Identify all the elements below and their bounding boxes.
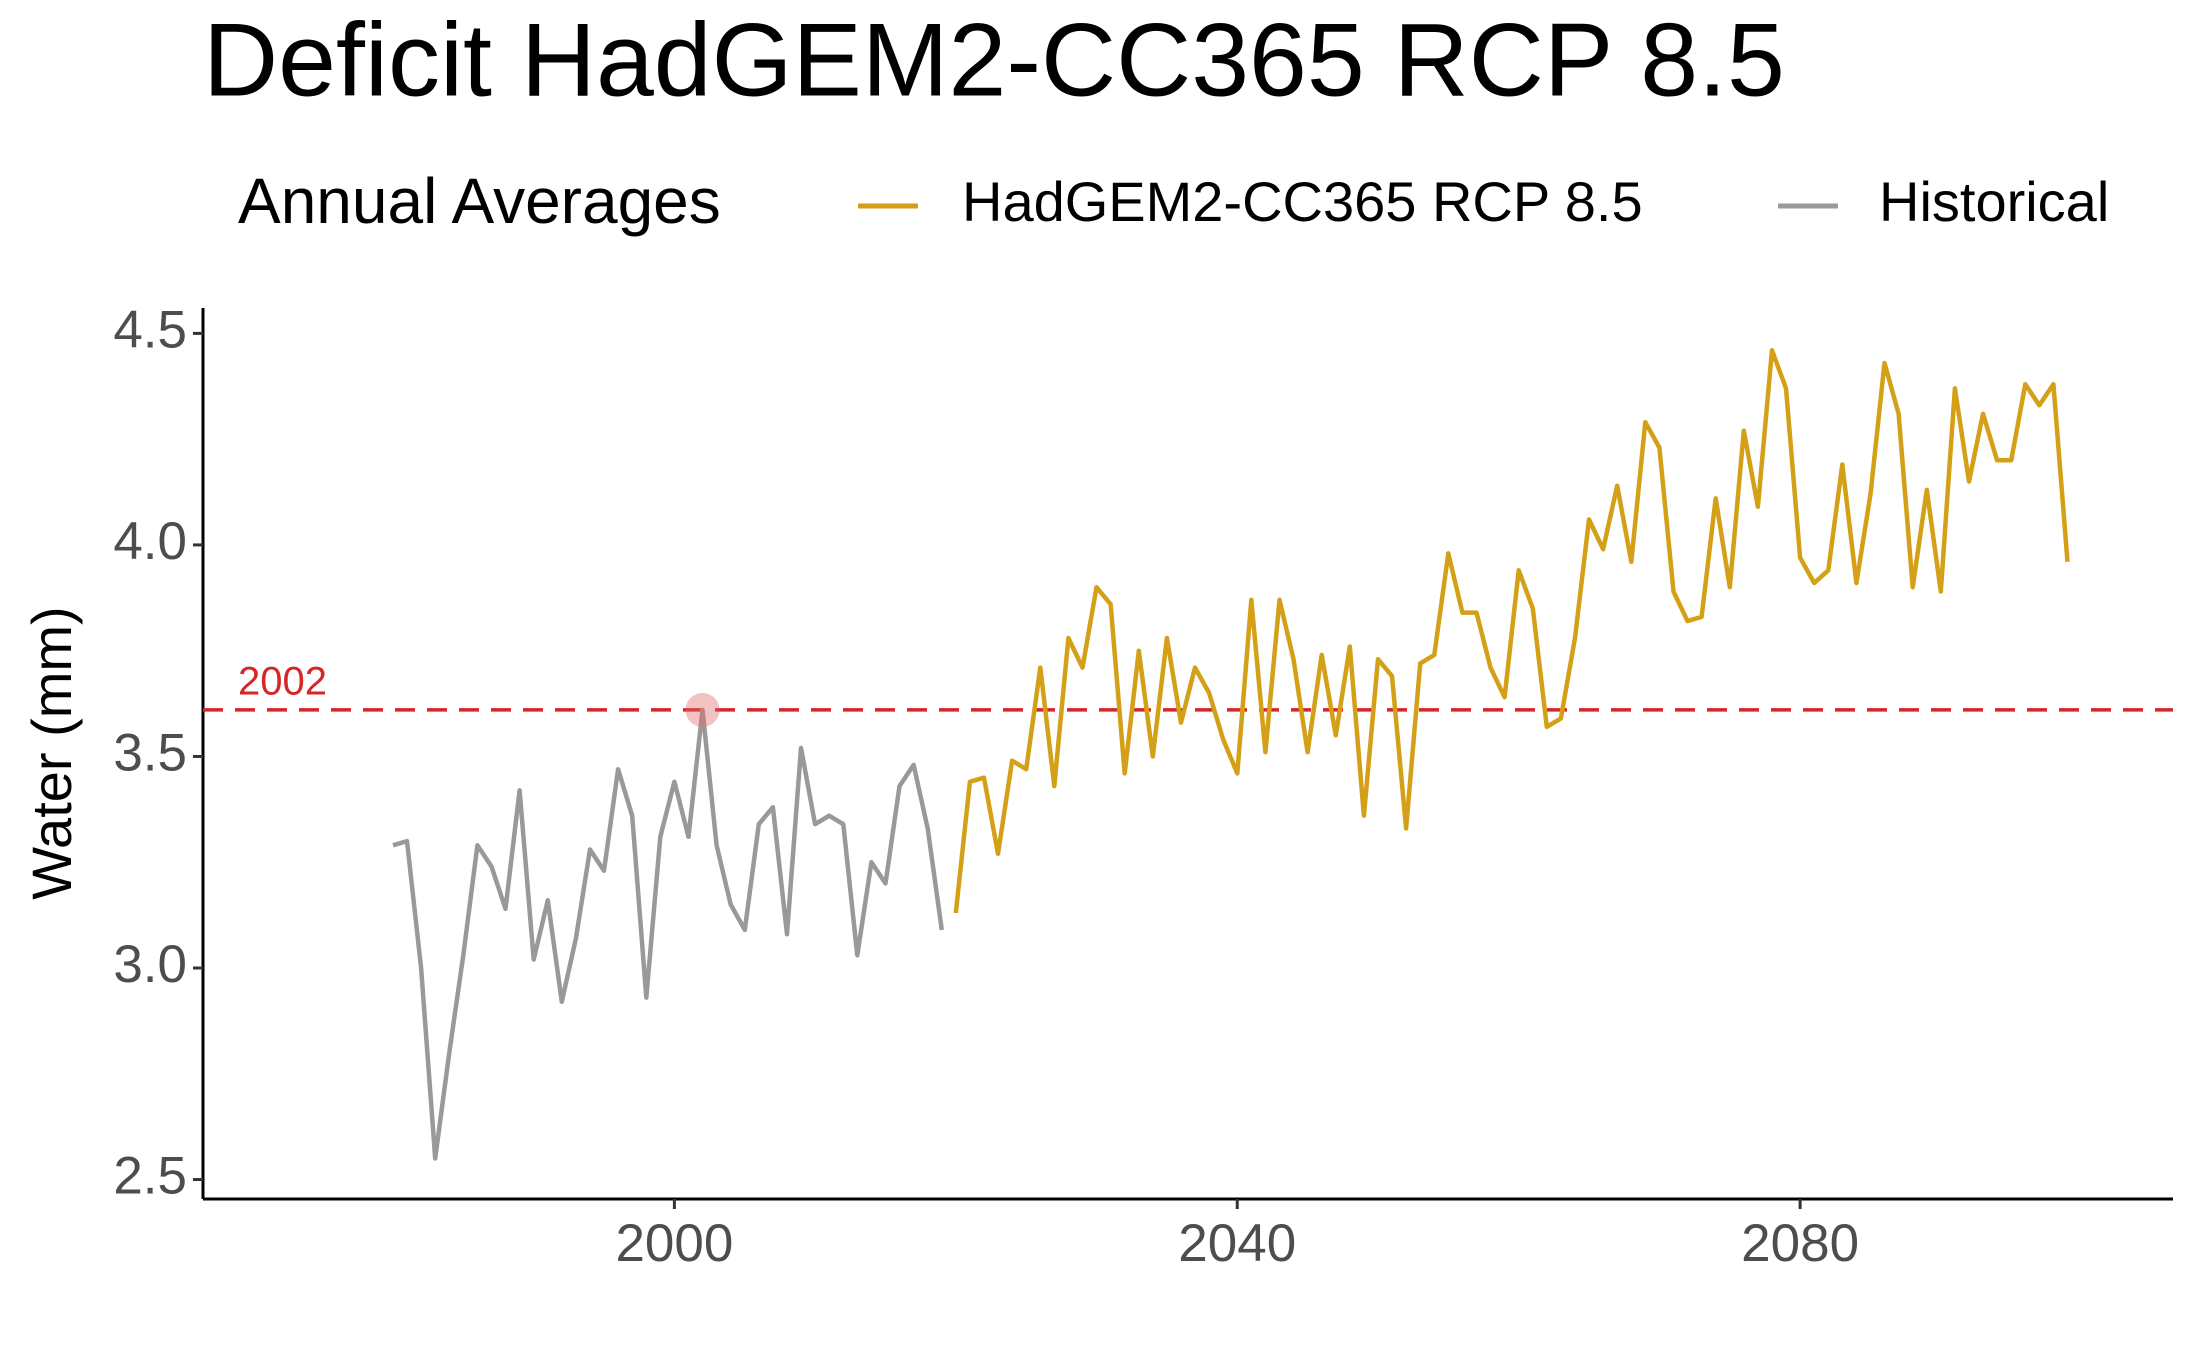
y-tick-label: 3.0 xyxy=(113,935,187,994)
legend-label: HadGEM2-CC365 RCP 8.5 xyxy=(962,170,1643,233)
y-tick-label: 3.5 xyxy=(113,723,187,782)
x-tick-label: 2080 xyxy=(1741,1214,1859,1273)
series-line xyxy=(953,348,2070,914)
y-tick-label: 2.5 xyxy=(113,1147,187,1206)
highlight-point xyxy=(685,692,720,727)
chart-title: Deficit HadGEM2-CC365 RCP 8.5 xyxy=(203,2,1785,118)
y-tick-label: 4.0 xyxy=(113,512,187,571)
legend-label: Historical xyxy=(1879,170,2109,233)
x-tick-label: 2040 xyxy=(1178,1214,1296,1273)
y-axis-title: Water (mm) xyxy=(20,606,83,899)
series-line xyxy=(392,707,945,1161)
x-tick-label: 2000 xyxy=(615,1214,733,1273)
reference-label: 2002 xyxy=(238,659,327,703)
y-tick-label: 4.5 xyxy=(113,300,187,359)
legend-title: Annual Averages xyxy=(238,165,721,237)
